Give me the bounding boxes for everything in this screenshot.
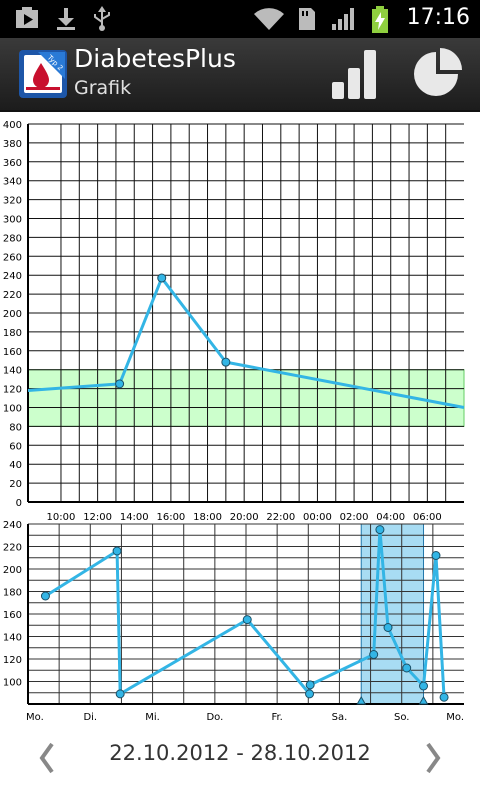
usb-icon	[94, 6, 110, 31]
y-tick-label: 260	[3, 252, 22, 263]
chevron-right-icon	[426, 742, 441, 774]
app-title: DiabetesPlus	[74, 44, 236, 73]
daily-glucose-chart: 0 20 40 60 80 100 120 140 160 180 200 220 240 260 280 3…	[3, 120, 465, 523]
x-tick-label: 18:00	[193, 512, 222, 523]
data-point	[305, 680, 315, 690]
x-tick-label: Do.	[206, 712, 223, 723]
data-point	[115, 689, 125, 699]
y-tick-label: 380	[3, 139, 22, 150]
next-week-button[interactable]	[418, 740, 448, 776]
y-tick-label: 120	[3, 655, 22, 666]
bar-chart-icon	[332, 50, 376, 99]
data-point	[115, 379, 125, 389]
data-point	[375, 525, 385, 535]
signal-icon	[332, 8, 354, 30]
data-point	[305, 689, 315, 699]
status-bar: 17:16	[0, 0, 480, 38]
action-bar: Typ 2 DiabetesPlus Grafik	[0, 38, 480, 112]
x-tick-label: Mo.	[26, 712, 44, 723]
y-tick-label: 40	[9, 460, 22, 471]
y-tick-label: 320	[3, 196, 22, 207]
y-tick-label: 200	[3, 565, 22, 576]
download-icon	[57, 8, 75, 30]
date-navigation: 22.10.2012 - 28.10.2012	[0, 728, 480, 800]
x-tick-label: 14:00	[120, 512, 149, 523]
y-tick-label: 200	[3, 309, 22, 320]
pie-chart-icon	[414, 48, 462, 96]
x-tick-label: So.	[394, 712, 409, 723]
x-tick-label: 04:00	[376, 512, 405, 523]
data-point	[431, 551, 441, 560]
y-tick-label: 400	[3, 120, 22, 131]
pie-chart-button[interactable]	[408, 46, 468, 102]
data-point	[40, 591, 50, 601]
x-tick-label: 16:00	[156, 512, 185, 523]
bar-chart-button[interactable]	[324, 46, 384, 102]
data-point	[369, 650, 379, 659]
x-tick-label: Fr.	[271, 712, 282, 723]
x-tick-label: 00:00	[303, 512, 332, 523]
y-tick-label: 280	[3, 233, 22, 244]
y-tick-label: 220	[3, 543, 22, 554]
y-tick-label: 140	[3, 633, 22, 644]
app-subtitle: Grafik	[74, 77, 132, 99]
y-tick-label: 20	[9, 479, 22, 490]
y-tick-label: 160	[3, 347, 22, 358]
data-point	[221, 357, 231, 367]
y-tick-label: 180	[3, 328, 22, 339]
y-tick-label: 160	[3, 610, 22, 621]
y-tick-label: 60	[9, 441, 22, 452]
x-tick-label: 20:00	[230, 512, 259, 523]
data-point	[157, 273, 167, 283]
data-point	[242, 615, 252, 625]
y-tick-label: 180	[3, 588, 22, 599]
x-tick-label: 02:00	[340, 512, 369, 523]
x-tick-label: 10:00	[47, 512, 76, 523]
data-point	[402, 663, 412, 673]
battery-charging-icon	[372, 6, 388, 33]
y-tick-label: 360	[3, 158, 22, 169]
x-tick-label: Mi.	[145, 712, 160, 723]
x-tick-label: 12:00	[83, 512, 112, 523]
y-tick-label: 240	[3, 520, 22, 531]
y-tick-label: 120	[3, 385, 22, 396]
x-tick-label: Di.	[83, 712, 97, 723]
x-tick-label: Mo.	[446, 712, 464, 723]
wifi-icon	[254, 8, 284, 30]
sd-card-icon	[299, 8, 315, 30]
x-tick-label: Sa.	[332, 712, 348, 723]
chevron-left-icon	[39, 742, 54, 774]
data-point	[112, 546, 122, 556]
y-tick-label: 240	[3, 271, 22, 282]
y-tick-label: 100	[3, 678, 22, 689]
y-tick-label: 80	[9, 422, 22, 433]
selection-handle	[418, 695, 429, 705]
y-tick-label: 220	[3, 290, 22, 301]
y-tick-label: 300	[3, 215, 22, 226]
app-logo: Typ 2	[19, 50, 67, 98]
y-tick-label: 100	[3, 404, 22, 415]
data-point	[419, 681, 429, 691]
media-play-icon	[16, 7, 38, 28]
data-point	[439, 692, 449, 702]
previous-week-button[interactable]	[32, 740, 62, 776]
clock: 17:16	[406, 5, 470, 30]
date-range-label: 22.10.2012 - 28.10.2012	[109, 741, 371, 765]
x-tick-label: 06:00	[413, 512, 442, 523]
weekly-glucose-chart: 100 120 140 160 180 200 220 240 Mo. Di. Mi. Do. Fr. S…	[3, 520, 464, 723]
data-point	[383, 623, 393, 632]
y-tick-label: 340	[3, 177, 22, 188]
selection-handle	[356, 695, 367, 705]
y-tick-label: 0	[16, 498, 22, 509]
y-tick-label: 140	[3, 366, 22, 377]
x-tick-label: 22:00	[266, 512, 295, 523]
target-range-band	[27, 369, 465, 427]
